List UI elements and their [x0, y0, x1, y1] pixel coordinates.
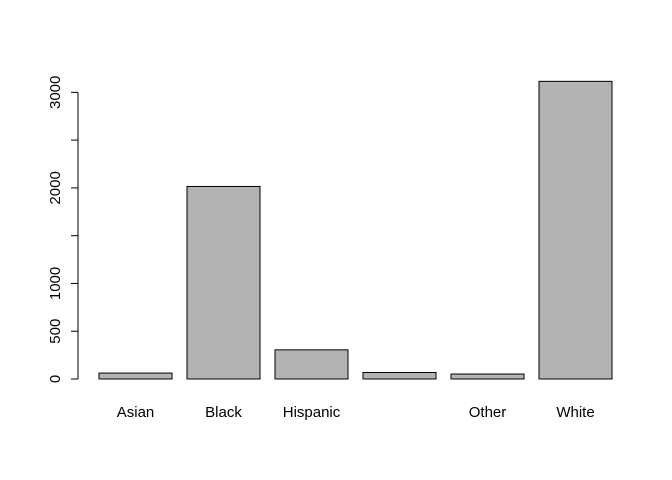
category-label: Other: [469, 404, 507, 421]
bar: [274, 349, 349, 380]
bar: [186, 185, 261, 380]
category-label: Black: [205, 404, 242, 421]
category-labels: Asian Black Hispanic Other White: [117, 404, 595, 421]
bar: [538, 80, 613, 380]
y-tick-label: 0: [47, 375, 64, 383]
category-label: White: [556, 404, 594, 421]
bar: [98, 372, 173, 380]
y-tick-label: 3000: [47, 76, 64, 109]
y-tick-label: 2000: [47, 171, 64, 204]
bar: [450, 373, 525, 380]
y-axis: 0 500 1000 2000 3000: [47, 76, 79, 383]
y-tick-label: 1000: [47, 267, 64, 300]
bars: [98, 80, 613, 380]
category-label: Asian: [117, 404, 155, 421]
y-tick-label: 500: [47, 319, 64, 344]
bar: [362, 372, 437, 380]
category-label: Hispanic: [283, 404, 341, 421]
